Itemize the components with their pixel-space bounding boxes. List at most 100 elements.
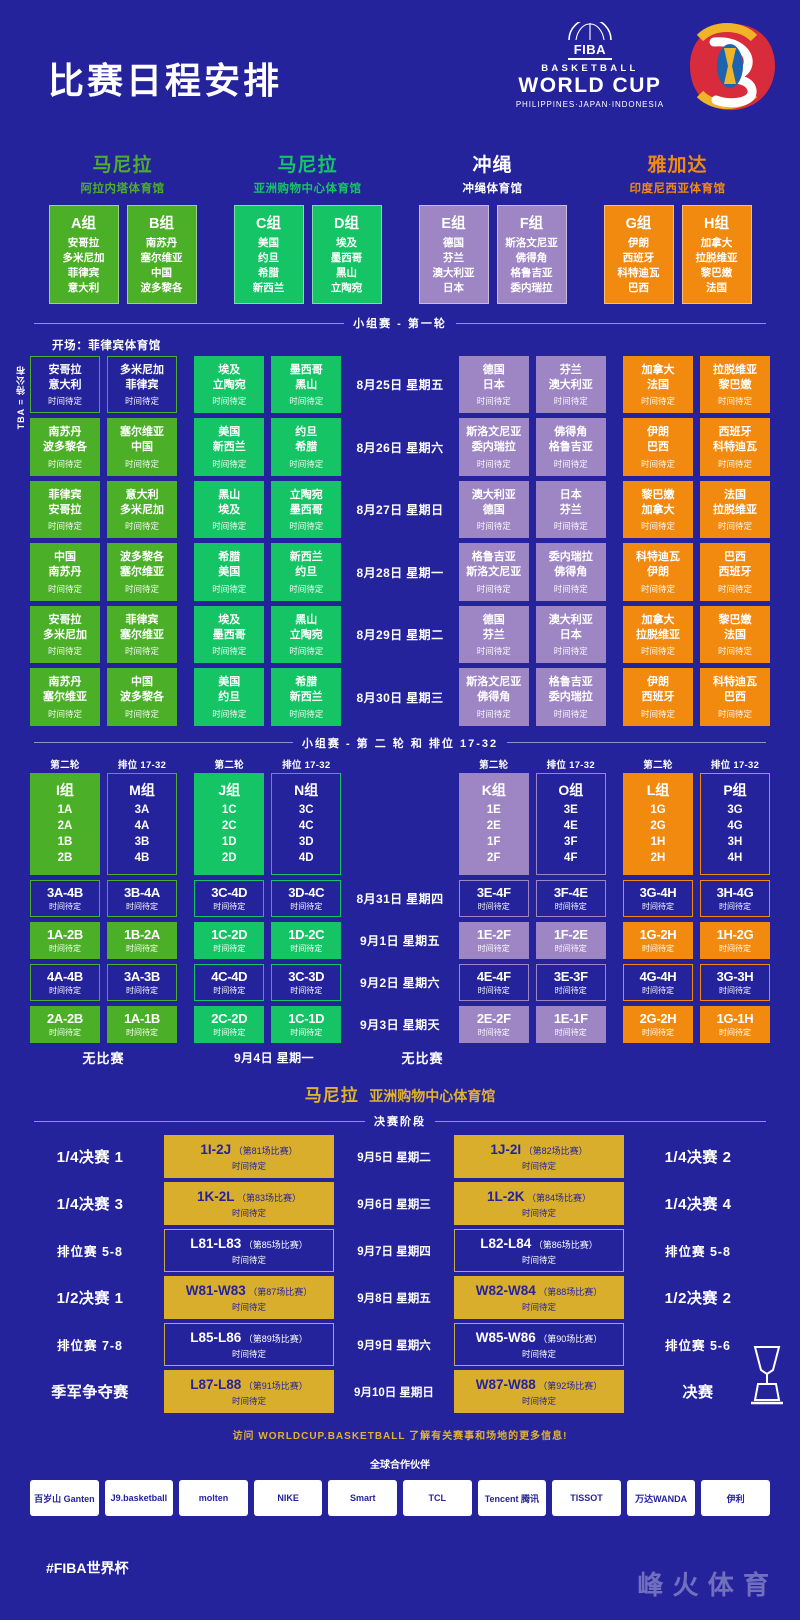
- match-cell[interactable]: 立陶宛 墨西哥 时间待定: [271, 480, 342, 539]
- match-cell[interactable]: 黑山 埃及 时间待定: [194, 480, 265, 539]
- match-cell[interactable]: 格鲁吉亚 斯洛文尼亚 时间待定: [458, 543, 529, 601]
- match-cell[interactable]: 澳大利亚 德国 时间待定: [458, 480, 529, 539]
- match-cell[interactable]: 波多黎各 塞尔维亚 时间待定: [107, 543, 177, 601]
- round2-match-cell[interactable]: 2A-2B 时间待定: [30, 1006, 100, 1044]
- round2-match-cell[interactable]: 3G-3H 时间待定: [700, 964, 770, 1002]
- knockout-match-box[interactable]: W82-W84 （第88场比赛） 时间待定: [454, 1276, 624, 1320]
- match-cell[interactable]: 约旦 希腊 时间待定: [271, 418, 342, 476]
- round2-match-cell[interactable]: 3C-4D 时间待定: [194, 880, 265, 918]
- round2-group-box[interactable]: L组 1G 2G 1H 2H: [623, 772, 693, 876]
- match-cell[interactable]: 法国 拉脱维亚 时间待定: [700, 480, 770, 539]
- round2-group-box[interactable]: K组 1E 2E 1F 2F: [458, 772, 529, 876]
- match-cell[interactable]: 多米尼加 菲律宾 时间待定: [107, 356, 177, 414]
- round2-match-cell[interactable]: 3E-3F 时间待定: [535, 964, 606, 1002]
- match-cell[interactable]: 希腊 新西兰 时间待定: [271, 668, 342, 726]
- round2-match-cell[interactable]: 3D-4C 时间待定: [271, 880, 342, 918]
- match-cell[interactable]: 中国 波多黎各 时间待定: [107, 668, 177, 726]
- knockout-match-box[interactable]: 1K-2L （第83场比赛） 时间待定: [164, 1182, 334, 1226]
- round2-group-box[interactable]: I组 1A 2A 1B 2B: [30, 772, 100, 876]
- match-cell[interactable]: 安哥拉 多米尼加 时间待定: [30, 605, 100, 664]
- knockout-match-box[interactable]: L87-L88 （第91场比赛） 时间待定: [164, 1370, 334, 1414]
- round2-match-cell[interactable]: 4A-4B 时间待定: [30, 964, 100, 1002]
- round2-match-cell[interactable]: 1E-2F 时间待定: [458, 922, 529, 960]
- round2-match-cell[interactable]: 2C-2D 时间待定: [194, 1006, 265, 1044]
- group-box[interactable]: B组 南苏丹 塞尔维亚 中国 波多黎各: [126, 205, 197, 304]
- match-cell[interactable]: 斯洛文尼亚 佛得角 时间待定: [458, 668, 529, 726]
- group-box[interactable]: C组 美国 约旦 希腊 新西兰: [233, 205, 304, 304]
- match-cell[interactable]: 科特迪瓦 巴西 时间待定: [700, 668, 770, 726]
- match-cell[interactable]: 黑山 立陶宛 时间待定: [271, 605, 342, 664]
- match-cell[interactable]: 委内瑞拉 佛得角 时间待定: [535, 543, 606, 601]
- knockout-match-box[interactable]: 1J-2I （第82场比赛） 时间待定: [454, 1135, 624, 1179]
- round2-match-cell[interactable]: 1A-2B 时间待定: [30, 922, 100, 960]
- match-cell[interactable]: 美国 新西兰 时间待定: [194, 418, 265, 476]
- match-cell[interactable]: 新西兰 约旦 时间待定: [271, 543, 342, 601]
- round2-group-box[interactable]: P组 3G 4G 3H 4H: [700, 772, 770, 876]
- match-cell[interactable]: 黎巴嫩 加拿大 时间待定: [623, 480, 693, 539]
- knockout-match-box[interactable]: W81-W83 （第87场比赛） 时间待定: [164, 1276, 334, 1320]
- round2-match-cell[interactable]: 1C-2D 时间待定: [194, 922, 265, 960]
- round2-match-cell[interactable]: 1F-2E 时间待定: [535, 922, 606, 960]
- match-cell[interactable]: 意大利 多米尼加 时间待定: [107, 480, 177, 539]
- round2-match-cell[interactable]: 1A-1B 时间待定: [107, 1006, 177, 1044]
- round2-match-cell[interactable]: 1E-1F 时间待定: [535, 1006, 606, 1044]
- match-cell[interactable]: 塞尔维亚 中国 时间待定: [107, 418, 177, 476]
- round2-group-box[interactable]: O组 3E 4E 3F 4F: [535, 772, 606, 876]
- match-cell[interactable]: 澳大利亚 日本 时间待定: [535, 605, 606, 664]
- match-cell[interactable]: 科特迪瓦 伊朗 时间待定: [623, 543, 693, 601]
- round2-match-cell[interactable]: 1C-1D 时间待定: [271, 1006, 342, 1044]
- match-cell[interactable]: 伊朗 西班牙 时间待定: [623, 668, 693, 726]
- match-cell[interactable]: 南苏丹 波多黎各 时间待定: [30, 418, 100, 476]
- group-box[interactable]: E组 德国 芬兰 澳大利亚 日本: [418, 205, 489, 304]
- match-cell[interactable]: 德国 芬兰 时间待定: [458, 605, 529, 664]
- round2-match-cell[interactable]: 3F-4E 时间待定: [535, 880, 606, 918]
- round2-match-cell[interactable]: 1G-2H 时间待定: [623, 922, 693, 960]
- match-cell[interactable]: 巴西 西班牙 时间待定: [700, 543, 770, 601]
- round2-match-cell[interactable]: 3A-3B 时间待定: [107, 964, 177, 1002]
- match-cell[interactable]: 加拿大 拉脱维亚 时间待定: [623, 605, 693, 664]
- round2-group-box[interactable]: N组 3C 4C 3D 4D: [271, 772, 342, 876]
- match-cell[interactable]: 佛得角 格鲁吉亚 时间待定: [535, 418, 606, 476]
- match-cell[interactable]: 中国 南苏丹 时间待定: [30, 543, 100, 601]
- group-box[interactable]: D组 埃及 墨西哥 黑山 立陶宛: [311, 205, 382, 304]
- group-box[interactable]: G组 伊朗 西班牙 科特迪瓦 巴西: [603, 205, 674, 304]
- match-cell[interactable]: 西班牙 科特迪瓦 时间待定: [700, 418, 770, 476]
- round2-match-cell[interactable]: 4G-4H 时间待定: [623, 964, 693, 1002]
- round2-match-cell[interactable]: 3C-3D 时间待定: [271, 964, 342, 1002]
- knockout-match-box[interactable]: W85-W86 （第90场比赛） 时间待定: [454, 1323, 624, 1367]
- round2-match-cell[interactable]: 1D-2C 时间待定: [271, 922, 342, 960]
- match-cell[interactable]: 菲律宾 安哥拉 时间待定: [30, 480, 100, 539]
- round2-match-cell[interactable]: 3H-4G 时间待定: [700, 880, 770, 918]
- match-cell[interactable]: 墨西哥 黑山 时间待定: [271, 356, 342, 414]
- knockout-match-box[interactable]: 1L-2K （第84场比赛） 时间待定: [454, 1182, 624, 1226]
- round2-match-cell[interactable]: 1H-2G 时间待定: [700, 922, 770, 960]
- knockout-match-box[interactable]: 1I-2J （第81场比赛） 时间待定: [164, 1135, 334, 1179]
- match-cell[interactable]: 拉脱维亚 黎巴嫩 时间待定: [700, 356, 770, 414]
- round2-match-cell[interactable]: 4C-4D 时间待定: [194, 964, 265, 1002]
- group-box[interactable]: A组 安哥拉 多米尼加 菲律宾 意大利: [48, 205, 119, 304]
- match-cell[interactable]: 希腊 美国 时间待定: [194, 543, 265, 601]
- match-cell[interactable]: 菲律宾 塞尔维亚 时间待定: [107, 605, 177, 664]
- match-cell[interactable]: 埃及 墨西哥 时间待定: [194, 605, 265, 664]
- match-cell[interactable]: 南苏丹 塞尔维亚 时间待定: [30, 668, 100, 726]
- round2-group-box[interactable]: J组 1C 2C 1D 2D: [194, 772, 265, 876]
- match-cell[interactable]: 芬兰 澳大利亚 时间待定: [535, 356, 606, 414]
- match-cell[interactable]: 美国 约旦 时间待定: [194, 668, 265, 726]
- round2-group-box[interactable]: M组 3A 4A 3B 4B: [107, 772, 177, 876]
- match-cell[interactable]: 斯洛文尼亚 委内瑞拉 时间待定: [458, 418, 529, 476]
- match-cell[interactable]: 格鲁吉亚 委内瑞拉 时间待定: [535, 668, 606, 726]
- round2-match-cell[interactable]: 3G-4H 时间待定: [623, 880, 693, 918]
- match-cell[interactable]: 安哥拉 意大利 时间待定: [30, 356, 100, 414]
- group-box[interactable]: H组 加拿大 拉脱维亚 黎巴嫩 法国: [681, 205, 752, 304]
- knockout-match-box[interactable]: L82-L84 （第86场比赛） 时间待定: [454, 1229, 624, 1273]
- round2-match-cell[interactable]: 1G-1H 时间待定: [700, 1006, 770, 1044]
- knockout-match-box[interactable]: W87-W88 （第92场比赛） 时间待定: [454, 1370, 624, 1414]
- round2-match-cell[interactable]: 2G-2H 时间待定: [623, 1006, 693, 1044]
- match-cell[interactable]: 日本 芬兰 时间待定: [535, 480, 606, 539]
- round2-match-cell[interactable]: 2E-2F 时间待定: [458, 1006, 529, 1044]
- match-cell[interactable]: 德国 日本 时间待定: [458, 356, 529, 414]
- round2-match-cell[interactable]: 4E-4F 时间待定: [458, 964, 529, 1002]
- match-cell[interactable]: 加拿大 法国 时间待定: [623, 356, 693, 414]
- round2-match-cell[interactable]: 3B-4A 时间待定: [107, 880, 177, 918]
- group-box[interactable]: F组 斯洛文尼亚 佛得角 格鲁吉亚 委内瑞拉: [496, 205, 567, 304]
